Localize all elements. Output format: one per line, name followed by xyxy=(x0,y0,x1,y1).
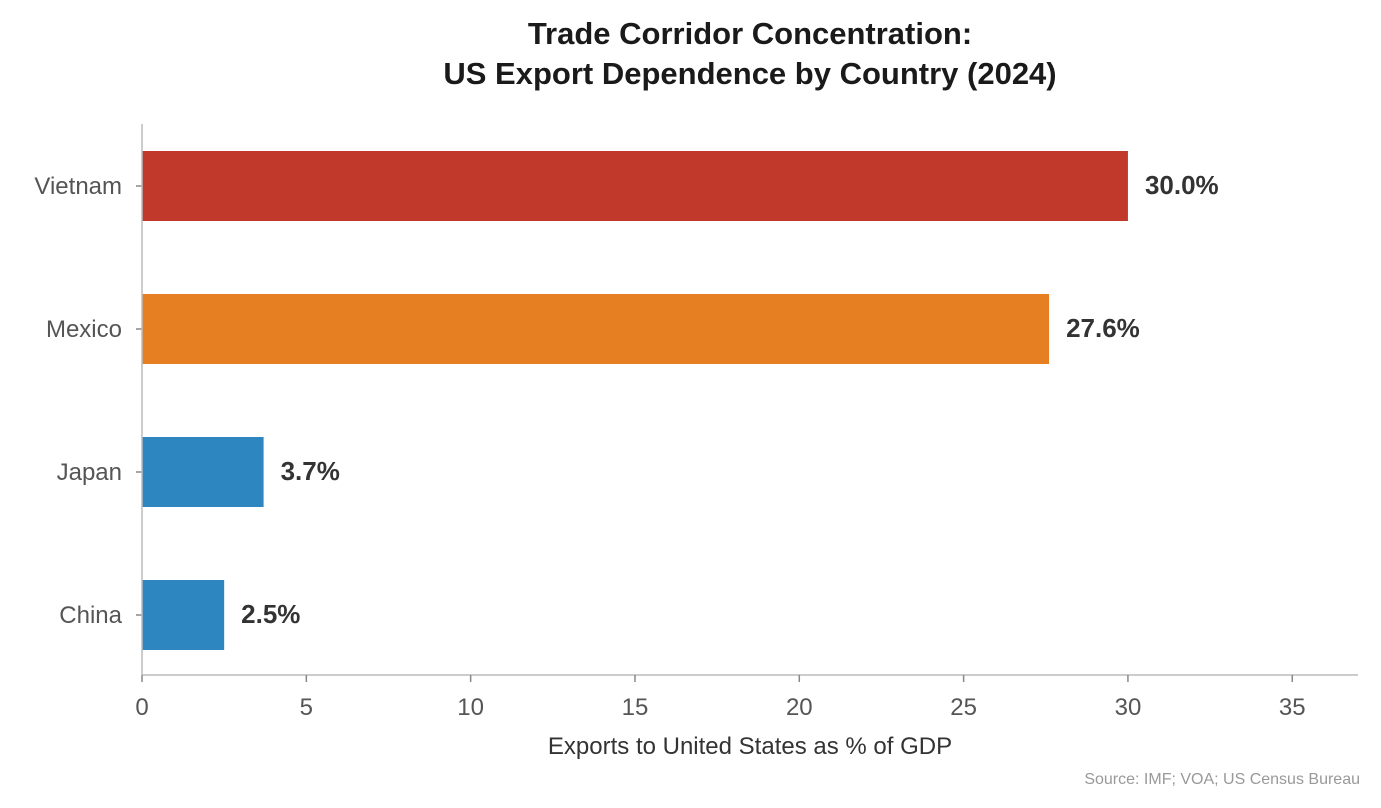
bars xyxy=(142,151,1128,650)
x-tick-label-25: 25 xyxy=(950,694,977,721)
chart-title: Trade Corridor Concentration: US Export … xyxy=(443,16,1056,91)
bar-vietnam xyxy=(142,151,1128,221)
x-tick-label-35: 35 xyxy=(1279,694,1306,721)
bar-china xyxy=(142,580,225,650)
value-label-china: 2.5% xyxy=(241,599,300,629)
value-labels: 30.0% 27.6% 3.7% 2.5% xyxy=(241,170,1219,629)
category-label-vietnam: Vietnam xyxy=(34,173,122,200)
value-label-mexico: 27.6% xyxy=(1066,313,1140,343)
x-tick-label-5: 5 xyxy=(300,694,313,721)
value-label-vietnam: 30.0% xyxy=(1145,170,1219,200)
category-label-china: China xyxy=(59,602,122,629)
x-tick-label-10: 10 xyxy=(457,694,484,721)
value-label-japan: 3.7% xyxy=(281,456,340,486)
x-axis-label: Exports to United States as % of GDP xyxy=(548,733,952,760)
chart-title-line-1: Trade Corridor Concentration: xyxy=(528,16,972,51)
x-tick-label-15: 15 xyxy=(622,694,649,721)
x-tick-label-20: 20 xyxy=(786,694,813,721)
axes xyxy=(141,124,1358,676)
bar-japan xyxy=(142,437,264,507)
x-tick-label-0: 0 xyxy=(135,694,148,721)
category-labels: Vietnam Mexico Japan China xyxy=(34,173,142,629)
chart-title-line-2: US Export Dependence by Country (2024) xyxy=(443,56,1056,91)
category-label-mexico: Mexico xyxy=(46,316,122,343)
source-note: Source: IMF; VOA; US Census Bureau xyxy=(1084,771,1360,788)
x-tick-label-30: 30 xyxy=(1115,694,1142,721)
x-ticks: 0 5 10 15 20 25 30 35 xyxy=(135,675,1306,721)
bar-mexico xyxy=(142,294,1050,364)
category-label-japan: Japan xyxy=(57,459,122,486)
